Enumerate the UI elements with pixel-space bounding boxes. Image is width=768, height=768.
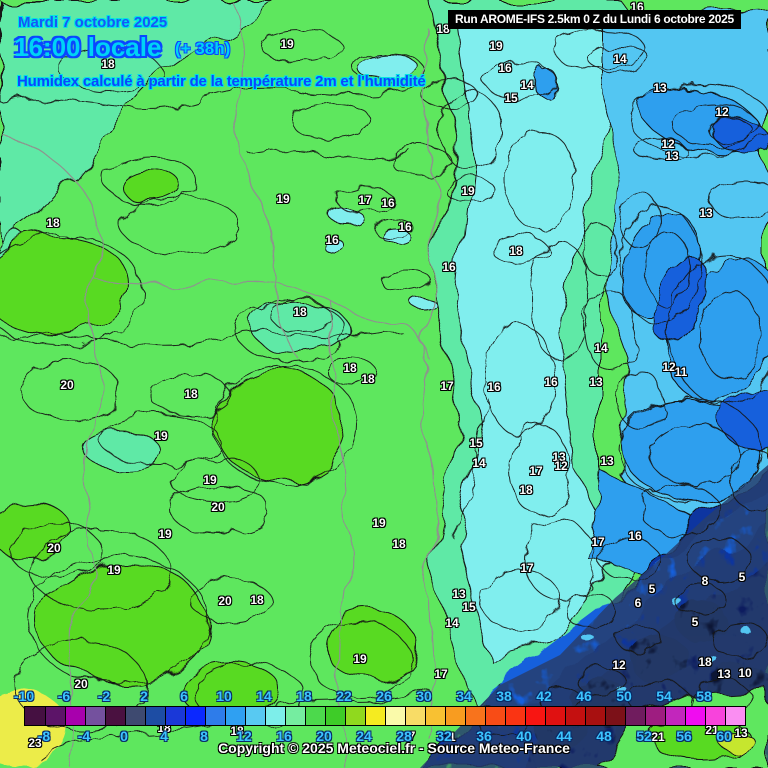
map-subtitle: Humidex calculé à partir de la températu… — [17, 73, 426, 90]
forecast-offset-label: (+ 38h) — [175, 39, 231, 58]
contour-lines — [0, 28, 768, 761]
date-label: Mardi 7 octobre 2025 — [18, 14, 168, 31]
colorbar-cell — [45, 707, 65, 725]
colorbar-cell — [705, 707, 725, 725]
colorbar-cell — [425, 707, 445, 725]
colorbar-cell — [505, 707, 525, 725]
colorbar-cell — [445, 707, 465, 725]
colorbar-cell — [105, 707, 125, 725]
map-region-bright-green — [0, 168, 416, 719]
colorbar-cell — [685, 707, 705, 725]
colorbar-cell — [65, 707, 85, 725]
colorbar-cell — [145, 707, 165, 725]
colorbar-cell — [485, 707, 505, 725]
colorbar-cell — [525, 707, 545, 725]
colorbar — [24, 706, 746, 726]
colorbar-cell — [225, 707, 245, 725]
colorbar-cell — [165, 707, 185, 725]
colorbar-cell — [385, 707, 405, 725]
colorbar-cell — [545, 707, 565, 725]
colorbar-cell — [345, 707, 365, 725]
colorbar-cell — [25, 707, 45, 725]
copyright-text: Copyright © 2025 Meteociel.fr - Source M… — [218, 740, 570, 756]
local-time-label: 16:00 locale — [14, 32, 162, 62]
colorbar-cell — [585, 707, 605, 725]
colorbar-cell — [605, 707, 625, 725]
run-info-bar: Run AROME-IFS 2.5km 0 Z du Lundi 6 octob… — [448, 10, 741, 29]
colorbar-cell — [365, 707, 385, 725]
map-region-medium-blue — [533, 66, 768, 581]
colorbar-cell — [285, 707, 305, 725]
colorbar-cell — [125, 707, 145, 725]
colorbar-cell — [185, 707, 205, 725]
map-region-cyan-band — [318, 9, 621, 661]
colorbar-cell — [465, 707, 485, 725]
colorbar-cell — [245, 707, 265, 725]
colorbar-cell — [725, 707, 745, 725]
colorbar-cell — [565, 707, 585, 725]
colorbar-cell — [85, 707, 105, 725]
colorbar-cell — [325, 707, 345, 725]
colorbar-cell — [205, 707, 225, 725]
colorbar-cell — [265, 707, 285, 725]
colorbar-cell — [405, 707, 425, 725]
colorbar-cell — [665, 707, 685, 725]
colorbar-cell — [625, 707, 645, 725]
colorbar-cell — [645, 707, 665, 725]
colorbar-cell — [305, 707, 325, 725]
